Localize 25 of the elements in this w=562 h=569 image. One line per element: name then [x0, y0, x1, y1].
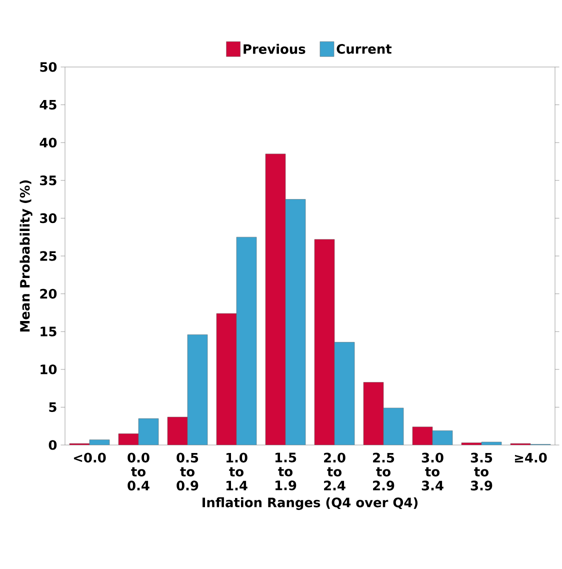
x-tick-label: 0.5 to 0.9: [176, 452, 198, 490]
y-tick-label: 20: [40, 288, 57, 299]
x-tick-label: ≥4.0: [514, 452, 547, 463]
y-tick-label: 50: [40, 62, 57, 72]
y-tick-label: 35: [40, 176, 56, 186]
legend-label: Previous: [244, 44, 306, 54]
y-tick-label: 45: [40, 100, 56, 110]
x-tick-label: 2.5 to 2.9: [373, 452, 394, 490]
legend-label: Current: [336, 44, 392, 54]
y-tick-label: 25: [40, 251, 56, 261]
x-tick-label: <0.0: [74, 452, 106, 463]
y-tick-label: 40: [40, 138, 57, 148]
x-tick-label: 2.0 to 2.4: [324, 452, 346, 490]
y-axis-title: Mean Probability (%): [20, 180, 32, 332]
y-tick-label: 0: [48, 440, 57, 450]
x-tick-label: 1.5 to 1.9: [276, 452, 296, 490]
x-tick-label: 3.0 to 3.4: [422, 452, 444, 490]
x-tick-label: 0.0 to 0.4: [128, 452, 150, 490]
y-tick-label: 10: [40, 364, 57, 374]
y-tick-label: 30: [40, 213, 57, 224]
x-axis-title: Inflation Ranges (Q4 over Q4): [202, 497, 418, 510]
x-tick-label: 1.0 to 1.4: [226, 452, 248, 490]
y-tick-label: 15: [40, 326, 56, 336]
x-tick-label: 3.5 to 3.9: [470, 452, 492, 490]
y-tick-label: 5: [49, 402, 56, 412]
